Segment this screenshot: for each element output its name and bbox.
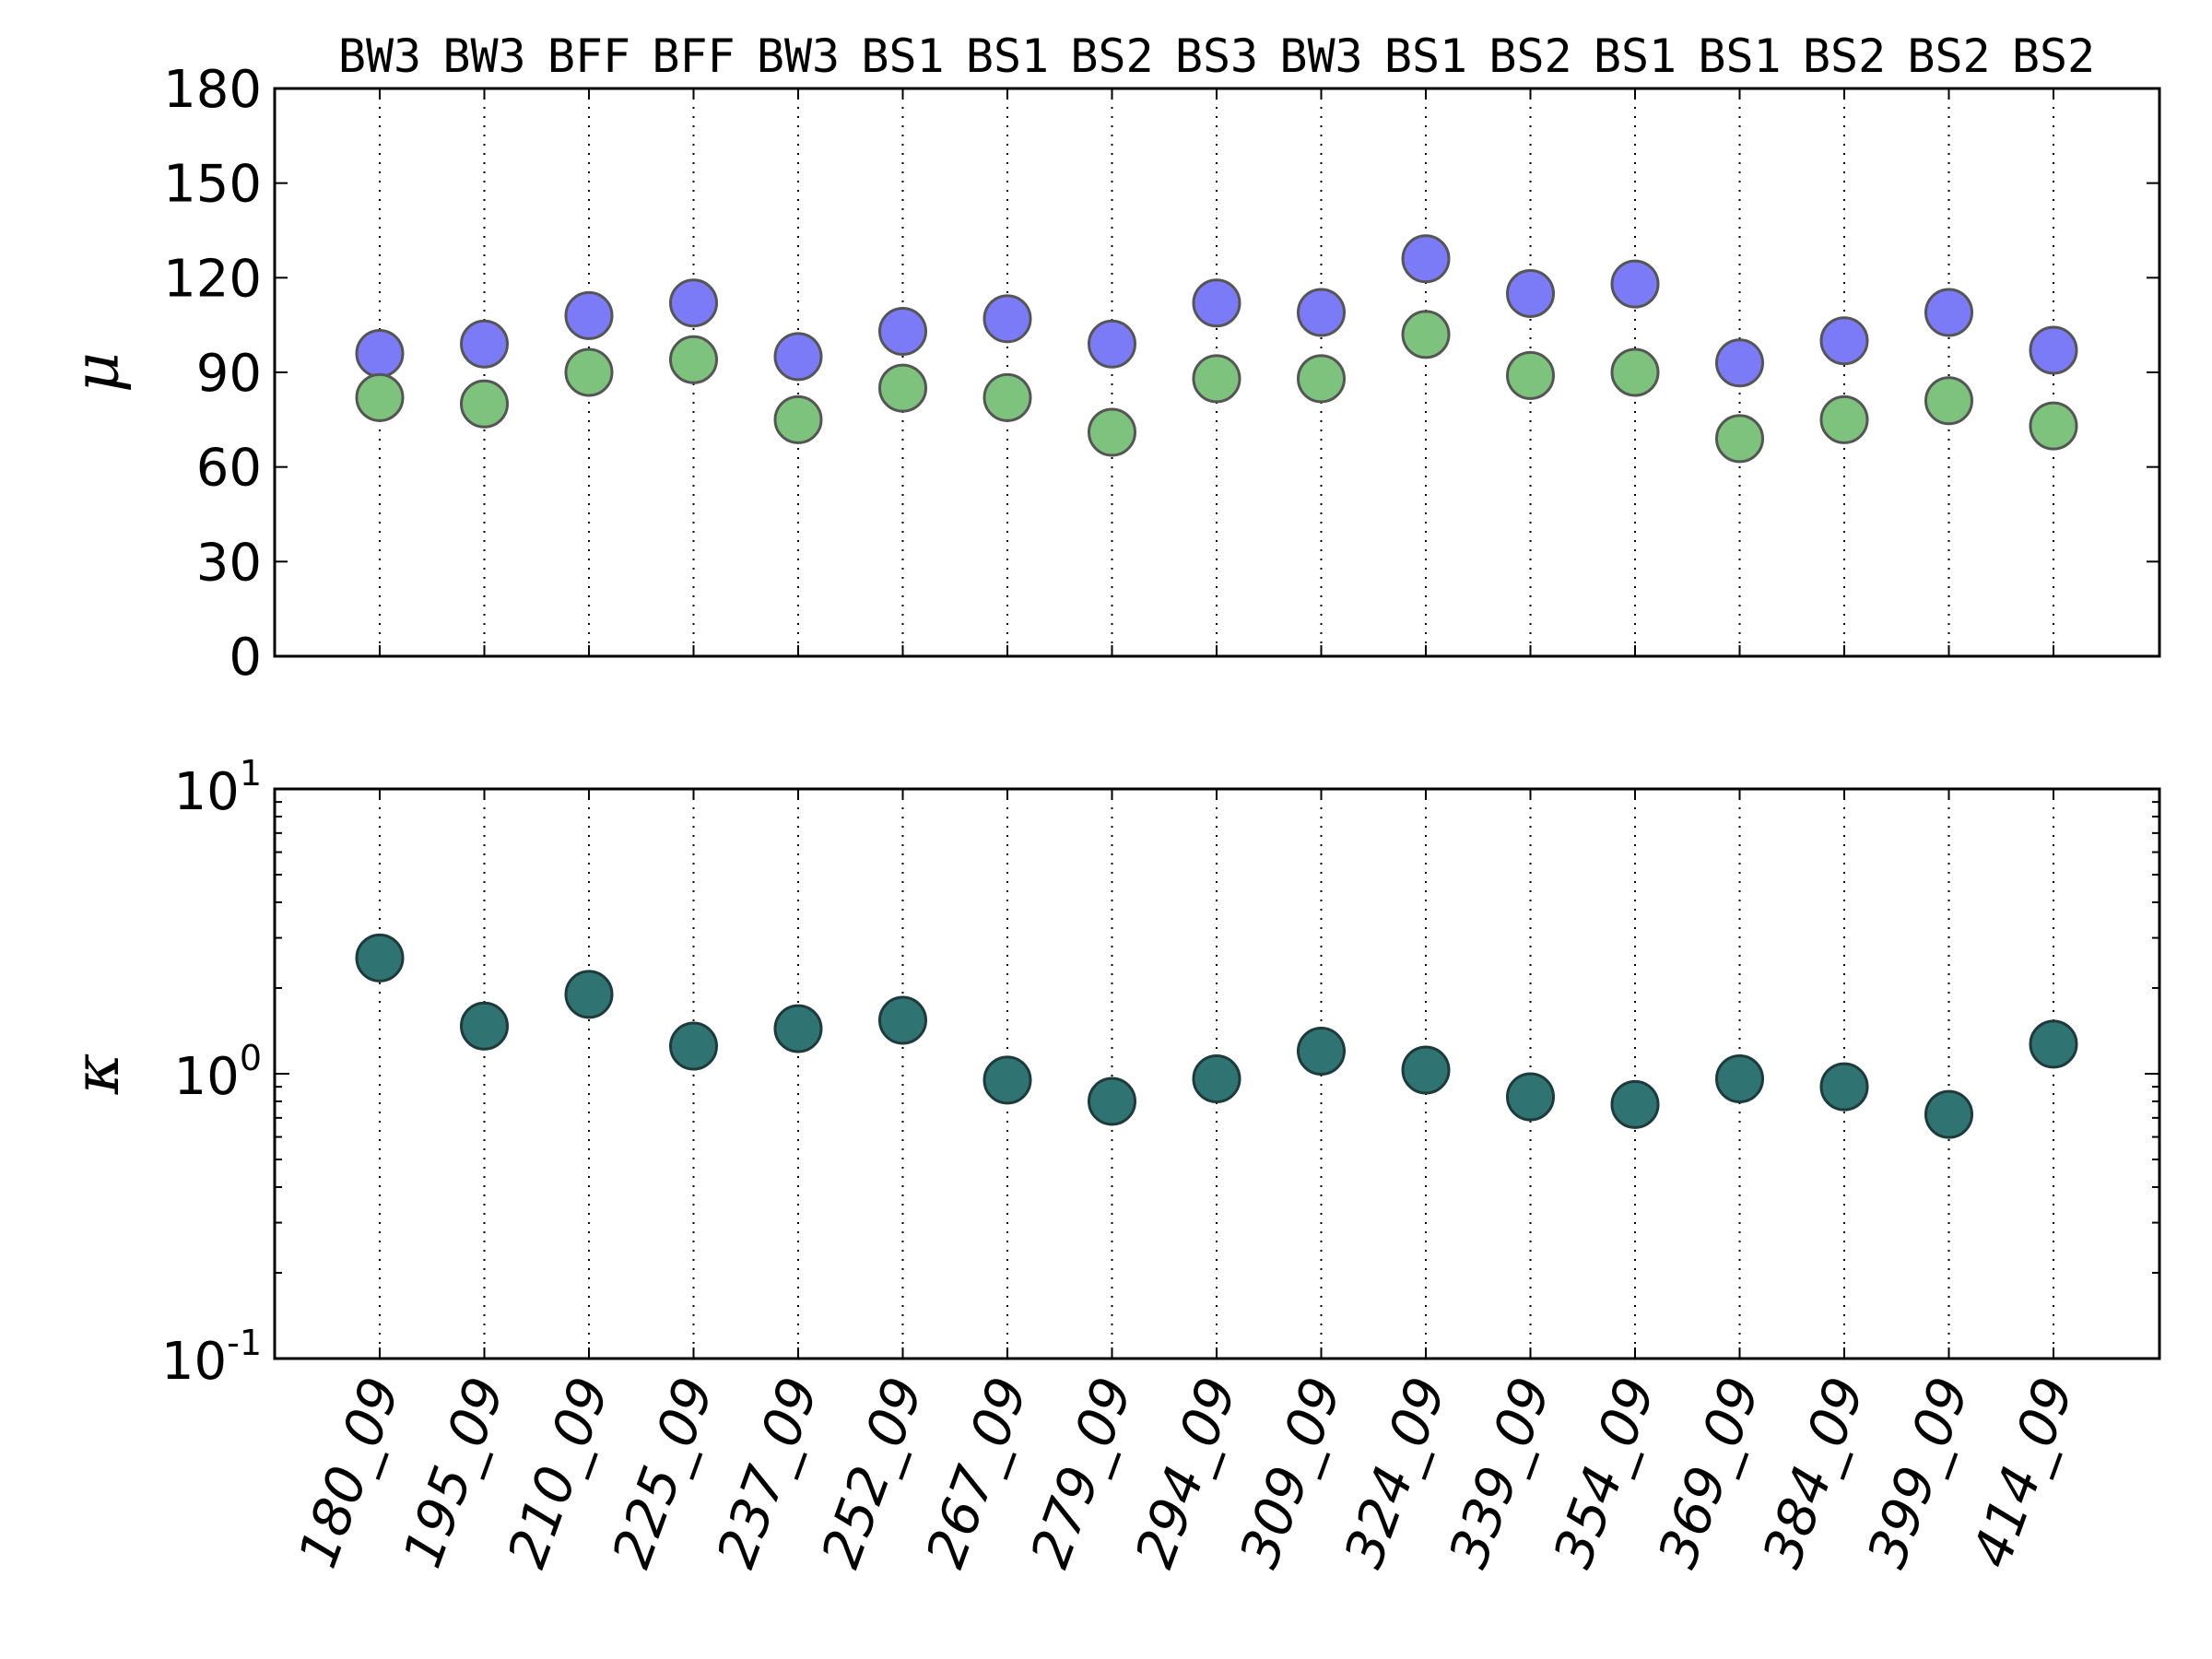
kappa-point bbox=[355, 933, 405, 982]
group-label: BS1 bbox=[861, 29, 944, 83]
mu-point-green bbox=[1192, 354, 1241, 404]
mu-point-blue bbox=[1297, 288, 1346, 337]
group-label: BS2 bbox=[1907, 29, 1990, 83]
kappa-point bbox=[982, 1055, 1032, 1105]
mu-point-blue bbox=[1924, 288, 1973, 337]
mu-point-blue bbox=[1610, 259, 1660, 309]
mu-point-blue bbox=[355, 328, 405, 378]
mu-point-blue bbox=[2029, 325, 2078, 375]
kappa-point bbox=[1192, 1053, 1241, 1103]
kappa-y-ticks: 10-1 100 101 bbox=[161, 753, 2159, 1392]
mu-point-blue bbox=[982, 294, 1032, 344]
mu-point-green bbox=[878, 363, 927, 413]
mu-point-blue bbox=[669, 278, 718, 328]
group-labels: BW3 BW3 BFF BFF BW3 BS1 BS1 BS2 BS3 BW3 BS1 BS2 BS1 B… bbox=[338, 29, 2095, 83]
mu-y-tick-label: 60 bbox=[196, 439, 262, 499]
mu-point-green bbox=[1819, 394, 1869, 444]
mu-point-green bbox=[2029, 401, 2078, 451]
mu-point-blue bbox=[460, 319, 509, 369]
mu-point-blue bbox=[878, 307, 927, 357]
kappa-point bbox=[669, 1021, 718, 1071]
kappa-point bbox=[878, 995, 927, 1045]
mu-point-blue bbox=[564, 290, 614, 340]
kappa-point bbox=[1506, 1072, 1555, 1122]
kappa-point bbox=[1819, 1062, 1869, 1112]
kappa-point bbox=[773, 1004, 823, 1053]
mu-point-green bbox=[669, 335, 718, 384]
kappa-point bbox=[1715, 1053, 1764, 1103]
mu-point-green bbox=[1401, 310, 1451, 359]
group-label: BW3 bbox=[1279, 29, 1362, 83]
mu-y-ticks: 0 30 60 90 120 150 180 bbox=[163, 60, 2159, 688]
kappa-y-tick-label: 101 bbox=[174, 753, 262, 822]
group-label: BFF bbox=[652, 29, 735, 83]
mu-y-tick-label: 120 bbox=[163, 249, 262, 309]
x-category-label: 414_09 bbox=[1959, 1370, 2086, 1576]
mu-point-blue bbox=[773, 332, 823, 382]
kappa-point bbox=[1088, 1077, 1136, 1126]
kappa-point bbox=[564, 970, 614, 1019]
group-label: BFF bbox=[547, 29, 630, 83]
group-label: BS2 bbox=[1488, 29, 1571, 83]
mu-axis-label: μ bbox=[61, 352, 134, 393]
kappa-point bbox=[1610, 1079, 1660, 1129]
group-label: BS1 bbox=[1384, 29, 1467, 83]
mu-point-green bbox=[460, 379, 509, 429]
x-category-labels: 180_09195_09210_09225_09237_09252_09267_… bbox=[286, 1370, 2086, 1576]
mu-point-green bbox=[1088, 407, 1136, 457]
mu-point-blue bbox=[1506, 268, 1555, 318]
mu-y-tick-label: 180 bbox=[163, 60, 262, 120]
mu-point-green bbox=[773, 394, 823, 444]
mu-point-green bbox=[564, 347, 614, 397]
group-label: BS1 bbox=[966, 29, 1049, 83]
kappa-point bbox=[1297, 1027, 1346, 1077]
mu-point-green bbox=[982, 372, 1032, 422]
group-label: BS2 bbox=[1803, 29, 1886, 83]
mu-point-green bbox=[1715, 414, 1764, 464]
mu-y-tick-label: 90 bbox=[196, 344, 262, 404]
mu-point-blue bbox=[1192, 278, 1241, 328]
mu-points bbox=[355, 234, 2078, 464]
mu-point-green bbox=[1297, 354, 1346, 404]
kappa-point bbox=[1924, 1089, 1973, 1139]
mu-point-green bbox=[1924, 376, 1973, 426]
kappa-point bbox=[2029, 1019, 2078, 1069]
mu-panel: 0 30 60 90 120 150 180 BW3 BW3 BFF BFF BW3 BS1 BS1 BS… bbox=[61, 29, 2161, 688]
kappa-panel: 10-1 100 101 180_09195_09210_09225_09237_0… bbox=[61, 753, 2161, 1576]
kappa-axis-label: κ bbox=[61, 1053, 134, 1096]
kappa-point bbox=[460, 1001, 509, 1051]
mu-gridlines bbox=[379, 88, 2054, 656]
group-label: BS3 bbox=[1175, 29, 1258, 83]
mu-point-green bbox=[355, 372, 405, 422]
kappa-point bbox=[1401, 1045, 1451, 1095]
mu-y-tick-label: 30 bbox=[196, 533, 262, 593]
mu-y-tick-label: 150 bbox=[163, 155, 262, 215]
group-label: BS1 bbox=[1698, 29, 1781, 83]
kappa-y-tick-label: 100 bbox=[174, 1038, 262, 1107]
group-label: BS2 bbox=[2012, 29, 2095, 83]
group-label: BW3 bbox=[442, 29, 525, 83]
mu-point-blue bbox=[1819, 316, 1869, 366]
group-label: BW3 bbox=[338, 29, 421, 83]
mu-point-blue bbox=[1088, 319, 1136, 369]
kappa-points bbox=[355, 933, 2078, 1139]
kappa-gridlines bbox=[379, 789, 2054, 1359]
mu-point-green bbox=[1506, 350, 1555, 400]
group-label: BS2 bbox=[1070, 29, 1153, 83]
mu-point-green bbox=[1610, 347, 1660, 397]
mu-y-tick-label: 0 bbox=[229, 628, 262, 688]
mu-point-blue bbox=[1715, 338, 1764, 388]
group-label: BS1 bbox=[1594, 29, 1677, 83]
kappa-y-tick-label: 10-1 bbox=[161, 1323, 262, 1392]
group-label: BW3 bbox=[757, 29, 840, 83]
mu-point-blue bbox=[1401, 234, 1451, 284]
